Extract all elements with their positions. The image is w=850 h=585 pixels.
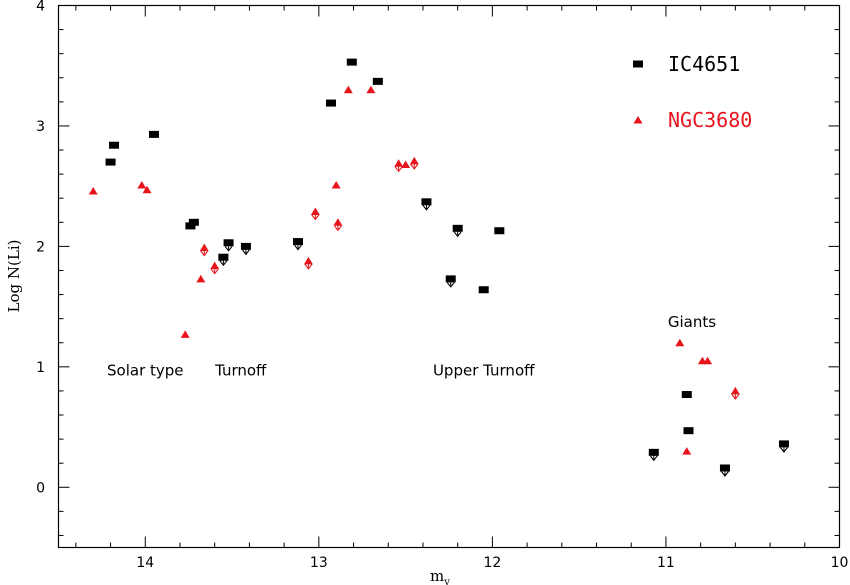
ngc3680-point xyxy=(137,180,147,189)
ngc3680-point xyxy=(675,338,685,347)
ic4651-point xyxy=(325,99,336,107)
ic4651-point xyxy=(346,58,357,66)
x-axis-title-sub: v xyxy=(443,577,450,585)
annotation-label: Turnoff xyxy=(214,361,267,379)
legend-marker-ngc3680 xyxy=(633,116,643,124)
ic4651-point xyxy=(223,239,234,247)
ic4651-point xyxy=(105,158,116,166)
ic4651-point xyxy=(719,464,730,472)
ngc3680-point xyxy=(409,156,419,165)
y-tick-label: 1 xyxy=(36,360,45,376)
ngc3680-point xyxy=(88,186,98,195)
ngc3680-point xyxy=(180,330,190,338)
ngc3680-point xyxy=(343,85,353,94)
legend-marker-ic4651 xyxy=(633,60,643,68)
ngc3680-point xyxy=(142,185,152,194)
x-tick-label: 10 xyxy=(831,555,849,571)
y-tick-label: 0 xyxy=(36,480,45,496)
x-tick-label: 12 xyxy=(483,555,501,571)
ngc3680-point xyxy=(366,85,376,94)
ic4651-point xyxy=(109,141,120,149)
ngc3680-point xyxy=(210,261,220,270)
ngc3680-point xyxy=(199,243,209,252)
axis-ticks xyxy=(58,5,840,548)
ic4651-point xyxy=(293,238,304,246)
ic4651-point xyxy=(478,286,489,294)
ic4651-point xyxy=(778,440,789,448)
ic4651-point xyxy=(683,427,694,435)
ic4651-point xyxy=(681,391,692,399)
y-axis-title: Log N(Li) xyxy=(5,240,23,313)
y-tick-label: 2 xyxy=(36,239,45,255)
ngc3680-point xyxy=(310,207,320,215)
y-tick-label: 4 xyxy=(36,0,45,15)
ic4651-point xyxy=(445,275,456,283)
ngc3680-point xyxy=(196,274,206,283)
x-tick-label: 14 xyxy=(136,555,154,571)
x-tick-label: 11 xyxy=(657,555,675,571)
ngc3680-point xyxy=(333,218,343,226)
x-tick-label: 13 xyxy=(310,555,328,571)
ngc3680-point xyxy=(331,180,341,189)
annotations: Solar type Turnoff Upper Turnoff Giants xyxy=(107,313,716,379)
y-tick-label: 3 xyxy=(36,119,45,135)
ic4651-point xyxy=(240,242,251,250)
legend: IC4651 NGC3680 xyxy=(633,52,752,132)
ngc3680-point xyxy=(394,159,404,167)
ic4651-point xyxy=(648,448,659,456)
ngc3680-point xyxy=(682,447,692,455)
data-points xyxy=(88,58,789,477)
ic4651-point xyxy=(148,130,159,138)
ngc3680-point xyxy=(703,356,713,365)
legend-label-ngc3680: NGC3680 xyxy=(668,108,752,132)
ic4651-point xyxy=(452,224,463,232)
annotation-label: Solar type xyxy=(107,361,184,379)
ic4651-point xyxy=(372,77,383,85)
annotation-label: Giants xyxy=(668,313,716,331)
ic4651-point xyxy=(185,222,196,230)
ic4651-point xyxy=(188,218,199,226)
ngc3680-point xyxy=(730,386,740,395)
annotation-label: Upper Turnoff xyxy=(433,361,535,379)
ic4651-point xyxy=(421,198,432,206)
x-axis-title: mv xyxy=(430,567,450,585)
legend-label-ic4651: IC4651 xyxy=(668,52,740,76)
ngc3680-point xyxy=(401,160,411,168)
x-axis-title-main: m xyxy=(430,567,444,585)
ic4651-point xyxy=(494,227,505,235)
ic4651-point xyxy=(218,253,229,261)
plot-frame xyxy=(57,4,841,549)
ngc3680-point xyxy=(303,256,313,265)
